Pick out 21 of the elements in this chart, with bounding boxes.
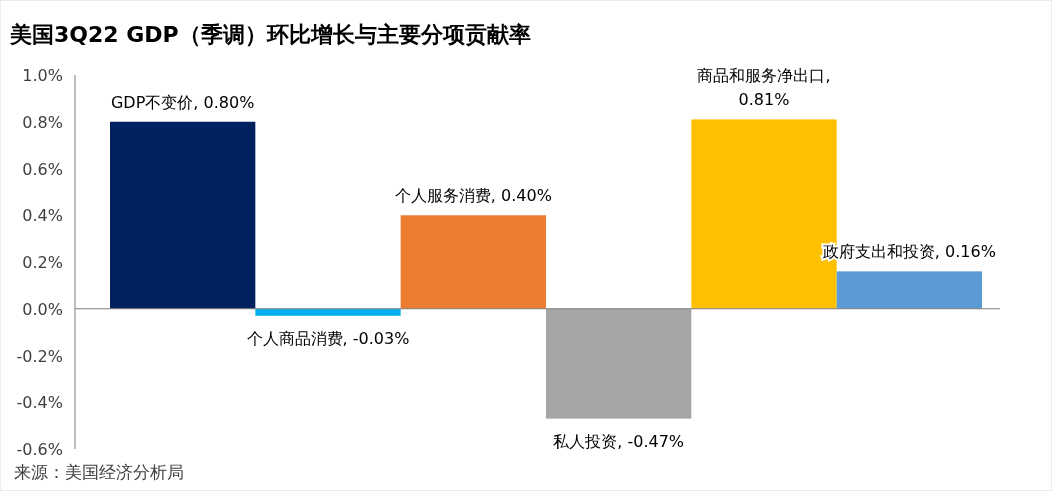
y-tick-label: -0.6% [16, 440, 63, 459]
y-tick-label: 0.2% [22, 253, 63, 272]
data-label: 私人投资, -0.47% [553, 431, 685, 451]
y-tick-label: 1.0% [22, 66, 63, 85]
bar [110, 121, 256, 309]
source-note: 来源：美国经济分析局 [14, 462, 184, 482]
data-label: 个人商品消费, -0.03% [246, 328, 410, 348]
bar [546, 308, 692, 419]
data-label: 商品和服务净出口, 0.81% [697, 66, 831, 110]
bar [400, 215, 546, 309]
chart-title: 美国3Q22 GDP（季调）环比增长与主要分项贡献率 [9, 22, 531, 47]
bar [255, 308, 401, 316]
y-tick-label: -0.4% [16, 393, 63, 413]
y-tick-label: -0.2% [16, 346, 63, 366]
y-tick-label: 0.0% [22, 299, 63, 319]
data-label: GDP不变价, 0.80% [110, 92, 255, 112]
y-tick-label: 0.8% [22, 112, 63, 132]
bar [836, 271, 982, 309]
y-tick-label: 0.4% [22, 206, 63, 226]
y-tick-label: 0.6% [22, 159, 63, 179]
data-label: 个人服务消费, 0.40% [394, 186, 552, 206]
